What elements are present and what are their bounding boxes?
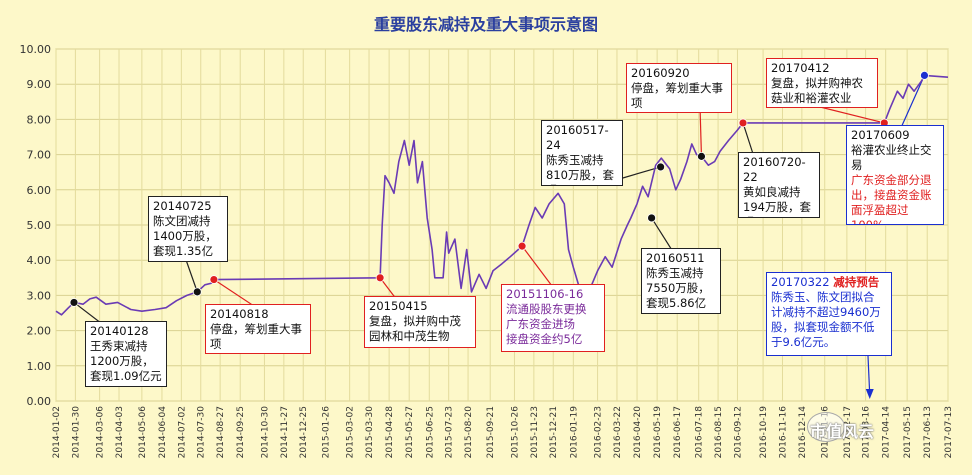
- watermark: 市值风云: [810, 422, 875, 441]
- x-tick-label: 2015-07-23: [445, 406, 455, 458]
- x-tick-label: 2017-02-17: [843, 406, 853, 458]
- y-tick-label: 1.00: [27, 360, 52, 373]
- annotation-20160920: 20160920 停盘，筹划重大事 项: [626, 63, 732, 113]
- event-marker: [517, 241, 527, 251]
- x-tick-label: 2014-11-27: [280, 406, 290, 458]
- x-tick-label: 2016-01-19: [569, 406, 579, 459]
- x-tick-label: 2014-08-27: [216, 406, 226, 458]
- event-marker: [375, 273, 385, 283]
- annotation-20160511: 20160511 陈秀玉减持 7550万股， 套现5.86亿元: [641, 248, 721, 314]
- x-tick-label: 2015-01-26: [321, 406, 331, 459]
- y-tick-label: 8.00: [27, 113, 52, 126]
- x-tick-label: 2016-05-19: [653, 406, 663, 459]
- x-tick-label: 2016-11-16: [778, 406, 788, 459]
- x-tick-label: 2016-10-19: [759, 406, 769, 459]
- x-tick-label: 2014-12-25: [299, 406, 309, 458]
- annotation-20140818: 20140818 停盘，筹划重大事 项: [205, 304, 311, 354]
- x-tick-label: 2016-03-22: [613, 406, 623, 458]
- event-marker: [656, 162, 665, 172]
- event-marker: [647, 213, 656, 223]
- x-tick-label: 2015-12-21: [549, 406, 559, 458]
- annotation-20170322-date: 20170322: [771, 275, 834, 289]
- annotation-20170609-detail: 广东资金部分退 出，接盘资金账 面浮盈超过100%: [851, 173, 932, 225]
- x-tick-label: 2017-07-13: [944, 406, 954, 458]
- y-axis-ticks: 0.00 1.00 2.00 3.00 4.00 5.00 6.00 7.00 8.00 9.00…: [20, 43, 52, 408]
- x-tick-label: 2015-04-28: [385, 406, 395, 459]
- x-tick-label: 2016-06-17: [673, 406, 683, 458]
- annotation-20170322-detail: 陈秀玉、陈文团拟合 计减持不超过9460万 股，拟套现金额不低 于9.6亿元。: [771, 290, 881, 349]
- event-marker: [920, 71, 929, 80]
- x-tick-label: 2015-05-27: [405, 406, 415, 458]
- x-tick-label: 2014-04-03: [115, 406, 125, 458]
- x-tick-label: 2015-03-30: [365, 406, 375, 459]
- annotation-20170609: 20170609 裕灌农业终止交 易 广东资金部分退 出，接盘资金账 面浮盈超过…: [846, 125, 944, 225]
- wechat-logo-icon: [807, 412, 845, 442]
- x-tick-label: 2017-05-15: [903, 406, 913, 458]
- annotation-connector: [867, 355, 871, 396]
- y-tick-label: 6.00: [27, 184, 52, 197]
- x-tick-label: 2014-05-06: [138, 406, 148, 459]
- event-marker: [209, 275, 219, 284]
- x-tick-label: 2014-03-06: [96, 406, 106, 459]
- y-tick-label: 9.00: [27, 78, 52, 91]
- x-tick-label: 2014-01-02: [52, 406, 62, 458]
- x-tick-label: 2014-01-30: [71, 406, 81, 459]
- y-tick-label: 5.00: [27, 219, 52, 232]
- annotation-20151106: 20151106-16 流通股股东更换 广东资金进场 接盘资金约5亿: [501, 284, 605, 352]
- x-tick-label: 2016-02-23: [594, 406, 604, 458]
- x-tick-label: 2014-10-30: [260, 406, 270, 459]
- x-tick-label: 2017-03-16: [862, 406, 872, 459]
- y-tick-label: 4.00: [27, 254, 52, 267]
- annotation-20160517: 20160517-24 陈秀玉减持 810万股，套 现7550万元: [541, 120, 623, 186]
- event-markers: [69, 71, 929, 307]
- annotation-20170322-flag: 减持预告: [833, 275, 880, 289]
- x-tick-label: 2015-10-26: [510, 406, 520, 459]
- annotation-20160720: 20160720-22 黄如良减持 194万股，套 现2098万元: [738, 152, 820, 218]
- annotation-connector: [184, 256, 198, 293]
- x-tick-label: 2015-08-20: [464, 406, 474, 459]
- chart-title: 重要股东减持及重大事项示意图: [374, 15, 598, 34]
- x-tick-label: 2016-07-18: [695, 406, 705, 459]
- x-tick-label: 2015-03-02: [346, 406, 356, 458]
- event-marker: [697, 151, 706, 161]
- y-tick-label: 7.00: [27, 149, 52, 162]
- event-marker: [192, 287, 202, 297]
- x-tick-label: 2016-12-14: [798, 406, 808, 459]
- x-tick-label: 2016-04-20: [633, 406, 643, 459]
- annotation-20140725: 20140725 陈文团减持 1400万股， 套现1.35亿元: [148, 196, 228, 262]
- annotation-20140128: 20140128 王秀束减持 1200万股， 套现1.09亿元: [85, 321, 167, 387]
- annotation-20150415: 20150415 复盘，拟并购中茂 园林和中茂生物: [364, 296, 476, 348]
- y-tick-label: 0.00: [27, 395, 52, 408]
- x-tick-label: 2016-08-15: [714, 406, 724, 458]
- x-tick-label: 2016-09-12: [733, 406, 743, 458]
- annotation-20170412: 20170412 复盘，拟并购神农 菇业和裕灌农业: [766, 58, 878, 108]
- arrow-head-icon: [865, 389, 874, 399]
- annotation-connector: [899, 75, 926, 131]
- event-marker: [738, 118, 748, 128]
- annotation-20170322: 20170322 减持预告 陈秀玉、陈文团拟合 计减持不超过9460万 股，拟套…: [766, 272, 892, 356]
- y-tick-label: 2.00: [27, 325, 52, 338]
- x-tick-label: 2017-06-13: [923, 406, 933, 458]
- x-tick-label: 2014-07-02: [177, 406, 187, 458]
- annotation-connector: [521, 245, 556, 291]
- y-tick-label: 10.00: [20, 43, 52, 56]
- x-tick-label: 2015-06-25: [425, 406, 435, 458]
- x-tick-label: 2015-09-21: [486, 406, 496, 458]
- y-tick-label: 3.00: [27, 289, 52, 302]
- x-tick-label: 2017-04-14: [882, 406, 892, 459]
- event-marker: [69, 298, 79, 307]
- x-tick-label: 2015-11-23: [530, 406, 540, 458]
- annotation-connector: [699, 105, 703, 157]
- annotation-connector: [615, 166, 661, 181]
- x-tick-label: 2014-09-25: [236, 406, 246, 458]
- annotation-20170609-head: 20170609 裕灌农业终止交 易: [851, 128, 932, 172]
- x-tick-label: 2014-06-04: [158, 406, 168, 459]
- x-tick-label: 2014-07-30: [197, 406, 207, 459]
